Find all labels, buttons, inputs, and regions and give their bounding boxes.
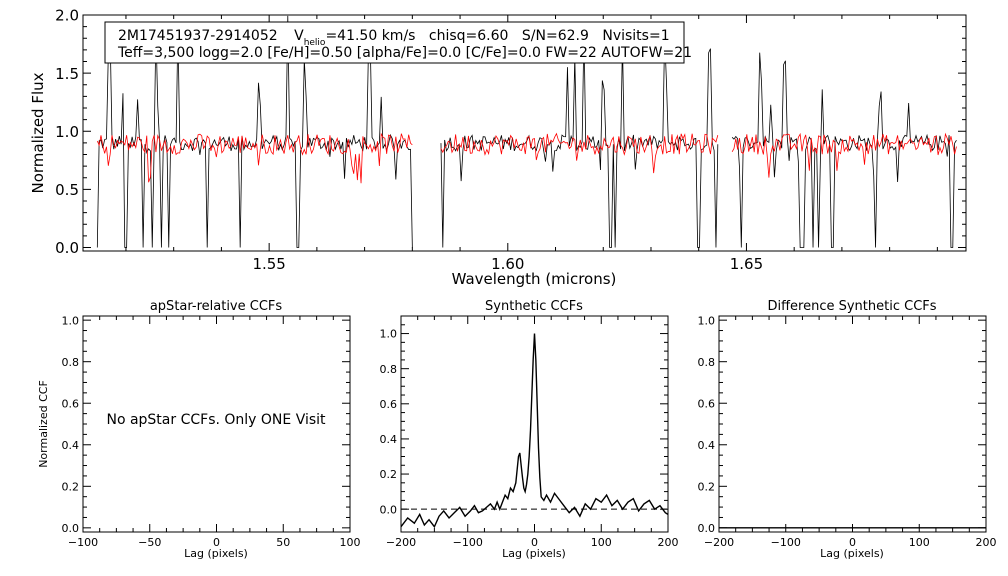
ccf-series-line — [400, 333, 669, 529]
vhelio-prefix: V — [294, 28, 304, 44]
spectrum-frame — [82, 14, 967, 252]
x-tick-label: 100 — [340, 536, 361, 549]
x-tick-label: 100 — [909, 536, 930, 549]
y-tick-label: 1.0 — [380, 328, 398, 341]
apstar-ccf-xlabel: Lag (pixels) — [184, 547, 248, 560]
x-tick-label: 1.55 — [252, 255, 285, 273]
y-tick-label: 0.0 — [55, 239, 79, 257]
model-spectrum-line — [96, 132, 413, 184]
x-tick-label: −100 — [68, 536, 98, 549]
apstar-ccf-note: No apStar CCFs. Only ONE Visit — [106, 412, 326, 428]
y-tick-label: 0.2 — [380, 468, 398, 481]
model-spectrum-line — [731, 132, 957, 178]
y-tick-label: 0.0 — [380, 503, 398, 516]
synthetic-ccf-ticks: −200 −100 0 100 200 0.0 0.2 0.4 0.6 0.8 1.0 — [380, 316, 679, 549]
spectrum-info-box — [104, 21, 685, 64]
x-tick-label: 0 — [849, 536, 856, 549]
y-tick-label: 0.6 — [698, 397, 716, 410]
y-tick-label: 1.0 — [62, 314, 80, 327]
y-tick-label: 1.0 — [55, 123, 79, 141]
synthetic-ccf-frame — [400, 315, 669, 533]
x-tick-label: 100 — [591, 536, 612, 549]
star-id: 2M17451937-2914052 — [118, 28, 278, 44]
vhelio-value: =41.50 km/s — [325, 28, 415, 44]
spectrum-panel: 1.55 1.60 1.65 0.0 0.5 1.0 1.5 2.0 Wavelength (… — [29, 7, 967, 288]
difference-ccf-panel: Difference Synthetic CCFs −200 −100 0 100 20… — [698, 299, 997, 560]
x-tick-label: −100 — [771, 536, 801, 549]
y-tick-label: 2.0 — [55, 7, 79, 25]
y-tick-label: 1.0 — [698, 314, 716, 327]
x-tick-label: 200 — [976, 536, 997, 549]
y-tick-label: 0.4 — [698, 439, 716, 452]
y-tick-label: 0.0 — [698, 522, 716, 535]
snr-value: S/N=62.9 — [522, 28, 589, 44]
y-tick-label: 0.8 — [380, 363, 398, 376]
vhelio-subscript: helio — [304, 38, 326, 48]
synthetic-ccf-title: Synthetic CCFs — [485, 299, 583, 314]
x-tick-label: −50 — [138, 536, 161, 549]
difference-ccf-xlabel: Lag (pixels) — [820, 547, 884, 560]
observed-spectrum-line — [440, 29, 719, 248]
nvisits-value: Nvisits=1 — [602, 28, 669, 44]
y-tick-label: 0.2 — [62, 480, 80, 493]
model-spectrum-line — [440, 132, 719, 174]
observed-spectrum-line — [96, 15, 413, 248]
y-tick-label: 0.8 — [62, 356, 80, 369]
difference-ccf-ticks: −200 −100 0 100 200 0.0 0.2 0.4 0.6 0.8 1.0 — [698, 314, 997, 549]
difference-ccf-title: Difference Synthetic CCFs — [767, 299, 936, 314]
apstar-ccf-ylabel: Normalized CCF — [37, 380, 50, 468]
spectrum-header-line1: 2M17451937-2914052 Vhelio=41.50 km/s chi… — [118, 28, 670, 48]
apstar-ccf-ticks: −100 −50 0 50 100 0.0 0.2 0.4 0.6 0.8 1.0 — [62, 314, 361, 549]
synthetic-ccf-xlabel: Lag (pixels) — [502, 547, 566, 560]
y-tick-label: 0.5 — [55, 181, 79, 199]
y-tick-label: 0.4 — [62, 439, 80, 452]
x-tick-label: −100 — [453, 536, 483, 549]
y-tick-label: 1.5 — [55, 65, 79, 83]
y-tick-label: 0.4 — [380, 433, 398, 446]
chisq-value: chisq=6.60 — [429, 28, 509, 44]
apstar-ccf-title: apStar-relative CCFs — [150, 299, 283, 314]
y-tick-label: 0.6 — [380, 398, 398, 411]
y-tick-label: 0.6 — [62, 397, 80, 410]
spectrum-ylabel: Normalized Flux — [29, 72, 47, 193]
x-tick-label: 1.60 — [491, 255, 524, 273]
apstar-ccf-panel: apStar-relative CCFs −100 −50 0 50 100 0.0 0.2… — [37, 299, 361, 560]
x-tick-label: 50 — [276, 536, 290, 549]
spectrum-header-line2: Teff=3,500 logg=2.0 [Fe/H]=0.50 [alpha/F… — [117, 45, 692, 61]
x-tick-label: −200 — [386, 536, 416, 549]
x-tick-label: −200 — [704, 536, 734, 549]
spectrum-xlabel: Wavelength (microns) — [452, 270, 617, 288]
synthetic-ccf-lines — [400, 333, 669, 529]
difference-ccf-frame — [718, 315, 987, 533]
observed-spectrum-line — [731, 52, 957, 248]
x-tick-label: 200 — [658, 536, 679, 549]
y-tick-label: 0.8 — [698, 356, 716, 369]
x-tick-label: 0 — [213, 536, 220, 549]
synthetic-ccf-panel: Synthetic CCFs −200 −100 0 100 200 0.0 0.2 0.4 0… — [380, 299, 679, 560]
spectrum-lines — [96, 15, 957, 248]
x-tick-label: 0 — [531, 536, 538, 549]
y-tick-label: 0.0 — [62, 522, 80, 535]
y-tick-label: 0.2 — [698, 480, 716, 493]
x-tick-label: 1.65 — [730, 255, 763, 273]
spectrum-ticks: 1.55 1.60 1.65 0.0 0.5 1.0 1.5 2.0 — [55, 7, 966, 273]
